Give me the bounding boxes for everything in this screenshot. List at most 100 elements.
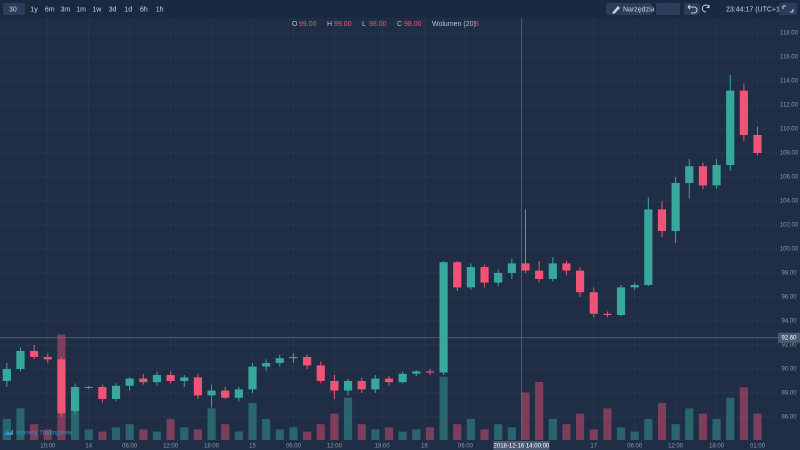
volume-bar — [316, 424, 325, 440]
volume-bar — [234, 431, 243, 440]
volume-bar — [152, 431, 162, 440]
candle-body — [494, 272, 503, 283]
legend-label: H — [327, 21, 332, 28]
volume-bar — [207, 408, 216, 440]
range-button[interactable]: 1m — [76, 6, 86, 13]
candle-body — [207, 390, 216, 396]
volume-bar — [289, 427, 298, 440]
volume-label: Wolumen (20) — [432, 21, 476, 28]
range-button[interactable]: 3m — [61, 6, 71, 13]
candle-body — [43, 356, 52, 360]
volume-bar — [357, 424, 366, 440]
candle-body — [562, 263, 571, 271]
volume-bar — [521, 392, 530, 440]
x-axis: 10:00 14 06:00 12:00 18:00 15 06:00 12:00 18:00 1… — [0, 440, 800, 450]
settings-button[interactable] — [656, 3, 680, 15]
volume-bar — [330, 413, 339, 440]
volume-bar — [16, 408, 25, 440]
tools[interactable]: Narzędzia — [623, 6, 655, 13]
range-button[interactable]: 1w — [92, 6, 102, 13]
candle-body — [698, 166, 708, 186]
legend-value: 99.00 — [334, 21, 352, 28]
watermark-logo — [4, 429, 13, 435]
volume-bar — [753, 413, 762, 440]
x-tick-label: 10:00 — [40, 444, 56, 450]
volume-bar — [603, 408, 612, 440]
range-button[interactable]: 6h — [140, 6, 148, 13]
candle-body — [70, 386, 80, 411]
volume-bar — [98, 431, 107, 440]
volume-bar — [43, 429, 52, 440]
candle-body — [98, 386, 107, 399]
x-tick-label: 18:00 — [204, 444, 220, 450]
y-tick-label: 86.00 — [781, 415, 797, 421]
candle-body — [84, 386, 93, 388]
watermark[interactable]: wykresy TradingView — [15, 431, 73, 437]
volume-bar — [657, 403, 667, 440]
y-tick-label: 94.00 — [781, 319, 797, 325]
range-button[interactable]: 6m — [45, 6, 55, 13]
candle-body — [139, 378, 148, 383]
y-tick-label: 104.00 — [780, 199, 799, 205]
interval-button[interactable] — [3, 3, 25, 15]
volume-bar — [630, 431, 639, 440]
x-tick-label: 14 — [85, 444, 92, 450]
fullscreen-button[interactable] — [779, 3, 797, 15]
legend-label: O — [292, 21, 298, 28]
volume-bar — [671, 424, 680, 440]
volume-bar — [275, 429, 284, 440]
range-button[interactable]: 3d — [109, 6, 117, 13]
undo-icon — [687, 4, 698, 14]
volume-bar — [193, 429, 203, 440]
volume-bar — [303, 431, 312, 440]
crosshair-price: 92.60 — [781, 335, 797, 341]
candle-body — [616, 287, 626, 315]
x-tick-label: 16 — [421, 444, 428, 450]
y-tick-label: 96.00 — [781, 295, 797, 301]
candle-body — [753, 134, 762, 153]
range-button[interactable]: 1h — [156, 6, 164, 13]
clock: 23:44:17 (UTC+1) — [726, 6, 782, 13]
candle-body — [603, 313, 612, 315]
volume-bar — [2, 418, 11, 440]
candle-body — [357, 380, 366, 390]
volume-bar — [343, 397, 353, 440]
candle-body — [480, 266, 489, 283]
candle-body — [343, 380, 353, 391]
candle-body — [2, 368, 11, 381]
legend-value: 98.00 — [404, 21, 422, 28]
y-tick-label: 112.00 — [780, 103, 799, 109]
x-tick-label: 06:00 — [286, 444, 302, 450]
legend-label: C — [397, 21, 402, 28]
interval[interactable]: 30 — [9, 6, 17, 13]
volume-bar — [535, 381, 544, 440]
volume-bar — [84, 429, 93, 440]
candle-body — [685, 166, 694, 183]
candle-body — [644, 209, 653, 285]
x-tick-label: 12:00 — [668, 444, 684, 450]
tools-button[interactable] — [606, 3, 652, 15]
candle-body — [221, 390, 230, 398]
plot: 86.00 88.00 90.00 92.00 94.00 96.00 98.00 100.0… — [0, 18, 800, 440]
toolbar — [0, 0, 800, 18]
candle-body — [180, 377, 189, 381]
volume-bar — [111, 427, 121, 440]
volume-bar — [371, 429, 380, 440]
volume-bar — [125, 424, 134, 440]
candle-body — [466, 266, 475, 288]
candle-body — [330, 380, 339, 391]
redo-icon[interactable] — [701, 4, 710, 13]
volume-bar — [412, 429, 421, 440]
x-tick-label: 12:00 — [327, 444, 343, 450]
y-tick-label: 110.00 — [780, 127, 799, 133]
y-tick-label: 88.00 — [781, 391, 797, 397]
legend-label: L — [362, 21, 366, 28]
candle-body — [425, 371, 435, 373]
crosshair-time: 2018-12-16 14:00:00 — [494, 444, 550, 450]
time-axis — [0, 440, 800, 450]
candle-body — [303, 356, 312, 366]
range-button[interactable]: 1y — [30, 6, 38, 13]
volume-bar — [507, 427, 516, 440]
range-button[interactable]: 1d — [124, 6, 132, 13]
